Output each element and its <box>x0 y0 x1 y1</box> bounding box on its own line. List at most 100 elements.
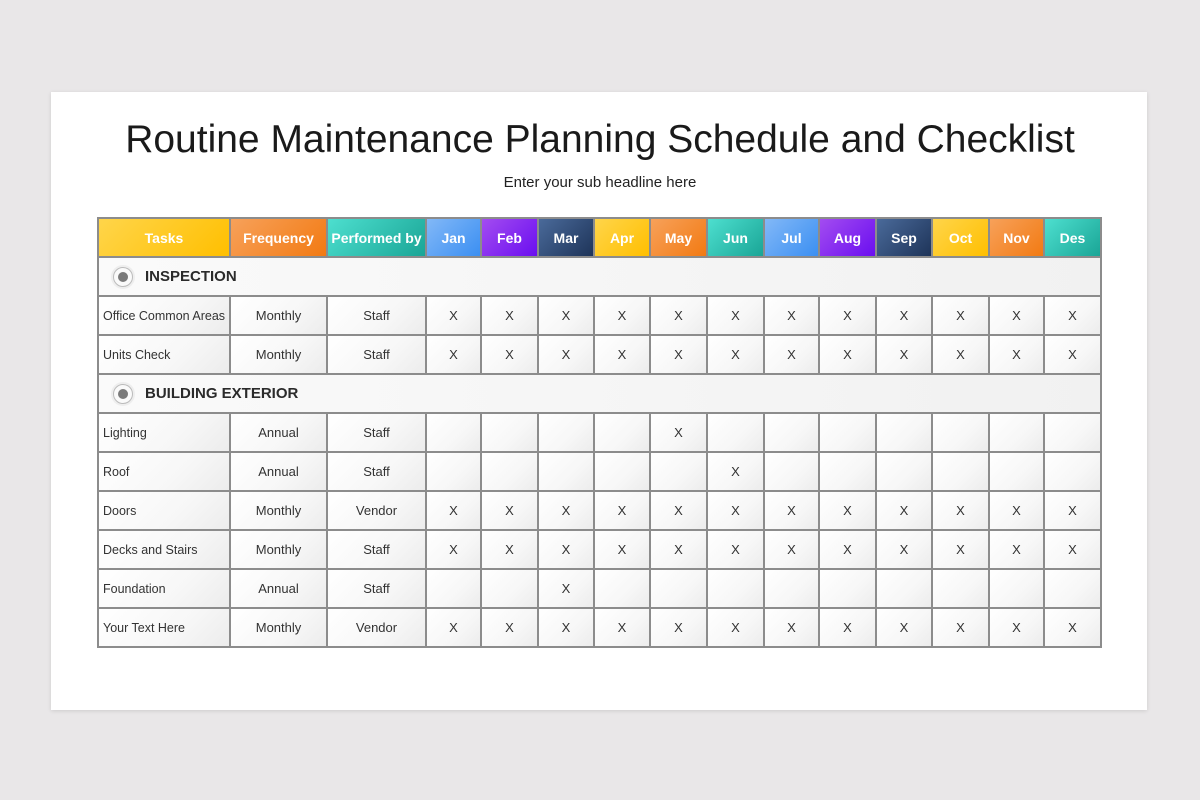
month-cell: X <box>537 490 595 531</box>
page-subtitle: Enter your sub headline here <box>503 174 697 191</box>
frequency-cell: Annual <box>229 568 328 609</box>
month-cell <box>706 568 765 609</box>
column-header-des: Des <box>1043 217 1102 258</box>
radio-target-icon <box>113 383 133 404</box>
month-cell: X <box>875 334 933 375</box>
month-cell: X <box>537 295 595 336</box>
month-cell: X <box>593 490 651 531</box>
month-cell <box>1043 451 1102 492</box>
month-cell <box>649 451 708 492</box>
month-cell: X <box>480 295 539 336</box>
performed-by-cell: Staff <box>326 529 427 570</box>
month-cell: X <box>649 529 708 570</box>
month-cell <box>537 451 595 492</box>
table-row: Doors Monthly Vendor X X X X X X X X X X X X <box>97 490 1102 531</box>
month-cell: X <box>537 607 595 648</box>
month-cell: X <box>1043 529 1102 570</box>
month-cell: X <box>425 334 482 375</box>
column-header-mar: Mar <box>537 217 595 258</box>
month-cell <box>875 412 933 453</box>
month-cell <box>875 451 933 492</box>
month-cell: X <box>1043 607 1102 648</box>
month-cell <box>931 568 990 609</box>
task-cell: Units Check <box>97 334 231 375</box>
month-cell <box>875 568 933 609</box>
column-header-feb: Feb <box>480 217 539 258</box>
month-cell <box>480 412 539 453</box>
month-cell: X <box>593 334 651 375</box>
section-title: INSPECTION <box>145 267 237 285</box>
month-cell: X <box>931 607 990 648</box>
table-row: Your Text Here Monthly Vendor X X X X X X X X X X X X <box>97 607 1102 648</box>
month-cell: X <box>988 607 1045 648</box>
month-cell: X <box>706 607 765 648</box>
column-header-aug: Aug <box>818 217 877 258</box>
section-row: INSPECTION <box>97 256 1102 297</box>
month-cell: X <box>425 607 482 648</box>
month-cell: X <box>593 295 651 336</box>
month-cell: X <box>763 490 820 531</box>
month-cell: X <box>537 334 595 375</box>
task-cell: Office Common Areas <box>97 295 231 336</box>
frequency-cell: Monthly <box>229 607 328 648</box>
month-cell: X <box>875 295 933 336</box>
month-cell: X <box>1043 295 1102 336</box>
month-cell <box>763 568 820 609</box>
month-cell: X <box>706 490 765 531</box>
radio-target-icon <box>113 266 133 287</box>
month-cell <box>931 451 990 492</box>
column-header-performed-by: Performed by <box>326 217 427 258</box>
page-title: Routine Maintenance Planning Schedule an… <box>125 118 1075 161</box>
month-cell <box>593 568 651 609</box>
month-cell <box>649 568 708 609</box>
month-cell: X <box>931 295 990 336</box>
column-header-sep: Sep <box>875 217 933 258</box>
column-header-jan: Jan <box>425 217 482 258</box>
month-cell: X <box>537 529 595 570</box>
month-cell: X <box>818 295 877 336</box>
month-cell <box>818 412 877 453</box>
month-cell <box>425 451 482 492</box>
table-row: Roof Annual Staff X <box>97 451 1102 492</box>
month-cell: X <box>649 412 708 453</box>
month-cell: X <box>931 529 990 570</box>
frequency-cell: Annual <box>229 412 328 453</box>
table-row: Lighting Annual Staff X <box>97 412 1102 453</box>
month-cell: X <box>706 529 765 570</box>
table-row: Units Check Monthly Staff X X X X X X X X X X X X <box>97 334 1102 375</box>
month-cell: X <box>763 334 820 375</box>
month-cell: X <box>480 529 539 570</box>
task-cell: Decks and Stairs <box>97 529 231 570</box>
frequency-cell: Monthly <box>229 334 328 375</box>
month-cell: X <box>988 295 1045 336</box>
month-cell <box>593 412 651 453</box>
task-cell: Roof <box>97 451 231 492</box>
month-cell <box>818 568 877 609</box>
table-row: Foundation Annual Staff X <box>97 568 1102 609</box>
performed-by-cell: Staff <box>326 451 427 492</box>
performed-by-cell: Vendor <box>326 607 427 648</box>
month-cell: X <box>763 607 820 648</box>
frequency-cell: Monthly <box>229 529 328 570</box>
month-cell: X <box>425 490 482 531</box>
month-cell: X <box>931 334 990 375</box>
month-cell: X <box>480 490 539 531</box>
month-cell: X <box>763 295 820 336</box>
month-cell: X <box>649 295 708 336</box>
month-cell <box>480 568 539 609</box>
task-cell: Your Text Here <box>97 607 231 648</box>
month-cell <box>425 412 482 453</box>
month-cell <box>763 412 820 453</box>
section-row: BUILDING EXTERIOR <box>97 373 1102 414</box>
month-cell: X <box>988 529 1045 570</box>
performed-by-cell: Staff <box>326 334 427 375</box>
month-cell: X <box>649 607 708 648</box>
column-header-jul: Jul <box>763 217 820 258</box>
month-cell: X <box>818 490 877 531</box>
month-cell <box>988 568 1045 609</box>
performed-by-cell: Staff <box>326 568 427 609</box>
month-cell: X <box>425 529 482 570</box>
task-cell: Foundation <box>97 568 231 609</box>
month-cell: X <box>875 490 933 531</box>
month-cell: X <box>593 607 651 648</box>
